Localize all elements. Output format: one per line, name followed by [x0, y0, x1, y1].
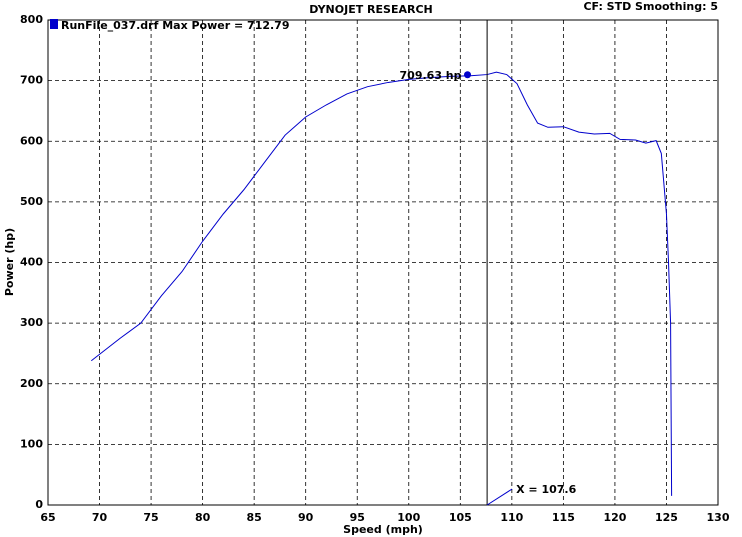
legend-label: RunFile_037.drf Max Power = 712.79 — [61, 19, 290, 32]
x-tick-label: 80 — [195, 511, 211, 524]
y-tick-label: 600 — [20, 134, 43, 147]
chart-subtitle: CF: STD Smoothing: 5 — [583, 0, 718, 13]
peak-label: 709.63 hp — [400, 69, 462, 82]
x-tick-label: 105 — [449, 511, 472, 524]
x-tick-label: 110 — [500, 511, 523, 524]
y-axis-label: Power (hp) — [3, 228, 16, 296]
peak-marker — [464, 71, 472, 79]
cursor-pointer — [486, 488, 513, 506]
x-tick-label: 130 — [707, 511, 730, 524]
x-tick-label: 100 — [397, 511, 420, 524]
y-tick-label: 700 — [20, 74, 43, 87]
x-tick-label: 85 — [246, 511, 261, 524]
chart-title: DYNOJET RESEARCH — [309, 3, 432, 16]
x-tick-label: 70 — [92, 511, 108, 524]
legend-swatch — [50, 19, 58, 29]
x-tick-label: 90 — [298, 511, 314, 524]
x-tick-label: 125 — [655, 511, 678, 524]
cursor-label: X = 107.6 — [516, 483, 576, 496]
x-tick-label: 75 — [143, 511, 158, 524]
x-tick-label: 115 — [552, 511, 575, 524]
x-tick-label: 95 — [350, 511, 365, 524]
x-tick-label: 65 — [40, 511, 55, 524]
y-tick-label: 100 — [20, 437, 43, 450]
x-tick-label: 120 — [603, 511, 626, 524]
y-tick-label: 400 — [20, 256, 43, 269]
y-tick-label: 500 — [20, 195, 43, 208]
y-tick-label: 0 — [35, 498, 43, 511]
y-tick-label: 800 — [20, 13, 43, 26]
x-axis-label: Speed (mph) — [343, 523, 423, 536]
plot-area — [47, 19, 719, 506]
y-tick-label: 300 — [20, 316, 43, 329]
y-tick-label: 200 — [20, 377, 43, 390]
